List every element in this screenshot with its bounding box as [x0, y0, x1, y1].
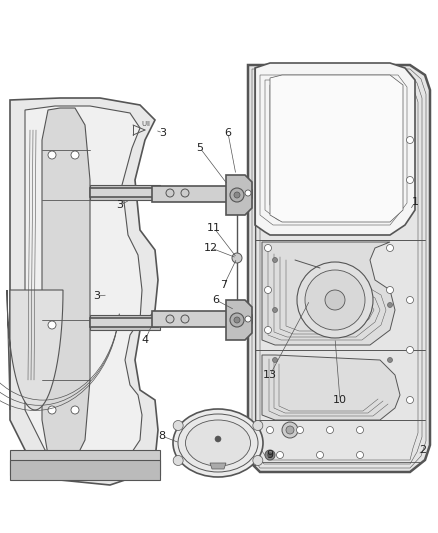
Text: 3: 3 — [117, 200, 124, 210]
Circle shape — [386, 287, 393, 294]
Polygon shape — [10, 98, 158, 485]
Polygon shape — [262, 242, 395, 345]
Polygon shape — [262, 355, 400, 420]
Ellipse shape — [178, 414, 258, 472]
Text: 1: 1 — [411, 197, 418, 207]
Circle shape — [406, 397, 413, 403]
Circle shape — [406, 346, 413, 353]
Circle shape — [268, 453, 272, 457]
Circle shape — [265, 245, 272, 252]
Polygon shape — [90, 318, 158, 327]
Circle shape — [388, 358, 392, 362]
Text: 7: 7 — [220, 280, 228, 290]
Circle shape — [173, 421, 183, 431]
Text: 8: 8 — [159, 431, 166, 441]
Circle shape — [272, 358, 278, 362]
Circle shape — [357, 426, 364, 433]
Circle shape — [245, 316, 251, 322]
Circle shape — [386, 245, 393, 252]
Text: 3: 3 — [93, 291, 100, 301]
Polygon shape — [25, 106, 142, 465]
Circle shape — [305, 270, 365, 330]
Circle shape — [388, 303, 392, 308]
Circle shape — [230, 313, 244, 327]
Circle shape — [173, 456, 183, 465]
Text: 5: 5 — [197, 143, 204, 153]
Text: 2: 2 — [420, 445, 427, 455]
Text: 11: 11 — [207, 223, 221, 233]
Circle shape — [245, 190, 251, 196]
Circle shape — [282, 422, 298, 438]
Circle shape — [265, 327, 272, 334]
Circle shape — [253, 456, 263, 465]
Circle shape — [297, 262, 373, 338]
Text: 6: 6 — [212, 295, 219, 305]
Polygon shape — [90, 188, 158, 197]
Text: 3: 3 — [159, 128, 166, 138]
Text: U: U — [141, 121, 147, 127]
Circle shape — [48, 151, 56, 159]
Polygon shape — [226, 300, 252, 340]
Circle shape — [317, 451, 324, 458]
Text: 10: 10 — [333, 395, 347, 405]
Circle shape — [181, 189, 189, 197]
Circle shape — [266, 426, 273, 433]
Polygon shape — [7, 290, 63, 410]
Circle shape — [215, 436, 221, 442]
Polygon shape — [10, 460, 160, 480]
Circle shape — [357, 451, 364, 458]
Text: 9: 9 — [266, 450, 274, 460]
Circle shape — [232, 253, 242, 263]
Text: 12: 12 — [204, 243, 218, 253]
Circle shape — [48, 321, 56, 329]
Polygon shape — [270, 75, 403, 222]
Polygon shape — [210, 463, 226, 469]
Circle shape — [325, 290, 345, 310]
Circle shape — [253, 421, 263, 431]
Circle shape — [71, 406, 79, 414]
Text: II: II — [146, 121, 150, 127]
Circle shape — [230, 188, 244, 202]
Ellipse shape — [186, 420, 251, 466]
Circle shape — [406, 176, 413, 183]
Circle shape — [406, 136, 413, 143]
Circle shape — [276, 451, 283, 458]
Text: 13: 13 — [263, 370, 277, 380]
Circle shape — [297, 426, 304, 433]
Circle shape — [234, 317, 240, 323]
Polygon shape — [42, 108, 90, 462]
Circle shape — [272, 257, 278, 262]
Polygon shape — [90, 185, 160, 200]
Text: 4: 4 — [141, 335, 148, 345]
Circle shape — [286, 426, 294, 434]
Polygon shape — [226, 175, 252, 215]
Polygon shape — [152, 186, 252, 202]
Circle shape — [272, 308, 278, 312]
Circle shape — [166, 315, 174, 323]
Circle shape — [326, 426, 333, 433]
Circle shape — [48, 406, 56, 414]
Circle shape — [265, 450, 275, 460]
Circle shape — [71, 151, 79, 159]
Circle shape — [234, 192, 240, 198]
Circle shape — [166, 189, 174, 197]
Polygon shape — [248, 65, 430, 472]
Text: 6: 6 — [225, 128, 232, 138]
Circle shape — [265, 287, 272, 294]
Polygon shape — [152, 311, 252, 327]
Polygon shape — [90, 315, 160, 330]
Polygon shape — [10, 450, 160, 475]
Circle shape — [406, 296, 413, 303]
Ellipse shape — [173, 409, 263, 477]
Polygon shape — [255, 63, 415, 235]
Circle shape — [181, 315, 189, 323]
